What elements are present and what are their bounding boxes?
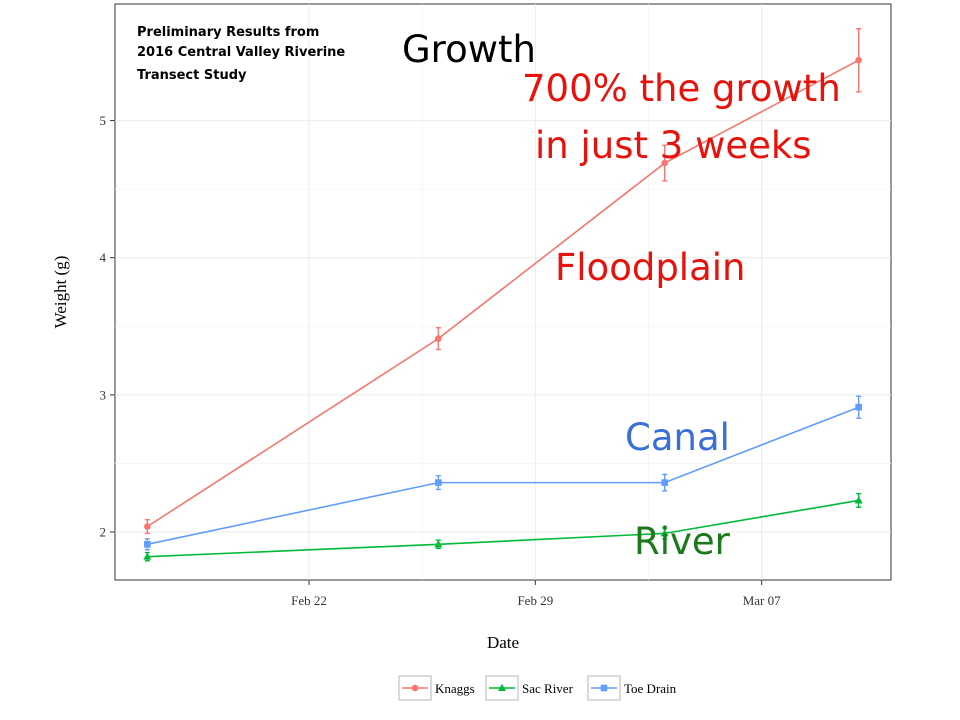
series-toe-drain: [144, 395, 862, 551]
annotation-growth: Growth: [402, 28, 536, 71]
legend-marker-toe-drain: [600, 684, 608, 692]
x-tick-label: Mar 07: [743, 593, 781, 608]
annotation-three-weeks: in just 3 weeks: [535, 124, 812, 167]
y-tick-label: 3: [100, 387, 107, 402]
legend-label-toe-drain: Toe Drain: [624, 681, 677, 696]
chart-title-line-3: Transect Study: [137, 68, 247, 83]
annotation-canal: Canal: [625, 416, 730, 459]
chart-title-line-1: Preliminary Results from: [137, 25, 319, 40]
y-axis-title: Weight (g): [51, 256, 70, 329]
data-point-sac-river: [434, 540, 443, 548]
data-point-knaggs: [661, 159, 668, 167]
chart-title-line-2: 2016 Central Valley Riverine: [137, 45, 345, 60]
legend-label-sac-river: Sac River: [522, 681, 574, 696]
y-tick-label: 5: [100, 113, 107, 128]
annotation-floodplain: Floodplain: [555, 246, 746, 289]
legend-marker-knaggs: [411, 684, 419, 692]
legend-box: [397, 673, 694, 703]
data-point-sac-river: [854, 496, 863, 504]
legend: Knaggs Sac River Toe Drain: [397, 673, 694, 703]
legend-marker-sac-river: [498, 683, 506, 691]
data-point-sac-river: [660, 529, 669, 537]
y-axis-ticks: 2 3 4 5: [100, 113, 115, 540]
x-tick-label: Feb 22: [291, 593, 327, 608]
data-point-toe-drain: [144, 541, 151, 548]
y-tick-label: 4: [100, 250, 107, 265]
x-axis-ticks: Feb 22 Feb 29 Mar 07: [291, 580, 781, 608]
series-line-toe-drain: [147, 406, 859, 546]
data-point-toe-drain: [435, 479, 442, 486]
series-sac-river: [143, 492, 863, 562]
series-layer: [143, 27, 863, 562]
legend-label-knaggs: Knaggs: [435, 681, 475, 696]
x-axis-title: Date: [487, 633, 519, 652]
data-point-sac-river: [143, 552, 152, 560]
annotation-700-percent: 700% the growth: [522, 67, 841, 110]
data-point-knaggs: [144, 523, 151, 530]
data-point-knaggs: [435, 335, 442, 342]
x-tick-label: Feb 29: [517, 593, 553, 608]
annotation-river: River: [634, 520, 731, 563]
data-point-toe-drain: [661, 479, 668, 486]
series-line-knaggs: [146, 59, 860, 528]
series-line-sac-river: [147, 499, 859, 558]
data-point-knaggs: [855, 56, 862, 64]
series-knaggs: [144, 27, 862, 535]
y-tick-label: 2: [100, 525, 107, 540]
data-point-toe-drain: [855, 403, 862, 411]
